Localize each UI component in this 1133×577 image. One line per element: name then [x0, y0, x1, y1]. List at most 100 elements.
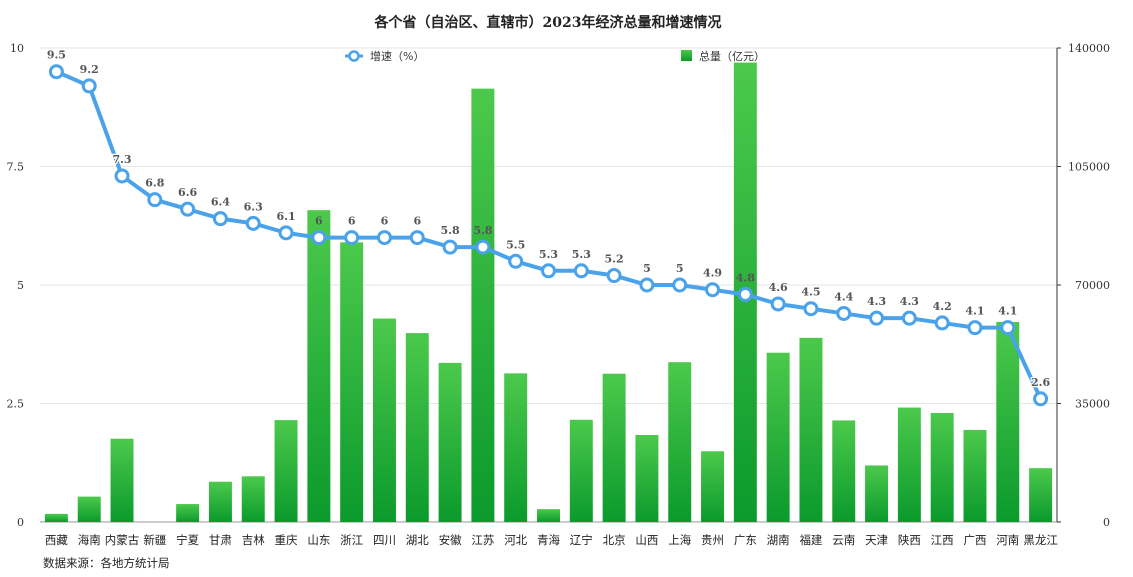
growth-data-label: 4.9	[703, 267, 722, 280]
growth-point-安徽	[442, 239, 458, 255]
bar-layer	[44, 62, 1053, 523]
bar-广西	[963, 429, 987, 522]
growth-point-河北	[508, 253, 524, 269]
bar-宁夏	[176, 504, 200, 522]
bar-贵州	[701, 451, 725, 522]
bar-青海	[537, 509, 560, 522]
growth-point-辽宁	[573, 263, 589, 279]
y-left-tick-label: 7.5	[7, 161, 25, 174]
x-tick-label: 新疆	[143, 533, 166, 547]
x-tick-label: 湖北	[406, 533, 429, 547]
growth-data-label: 6	[348, 215, 356, 228]
growth-point-黑龙江	[1033, 391, 1049, 407]
source-note: 数据来源：各地方统计局	[43, 556, 170, 570]
x-tick-label: 浙江	[340, 533, 363, 547]
legend-label-total: 总量（亿元）	[699, 49, 765, 63]
bar-西藏	[44, 513, 68, 522]
growth-data-label: 4.1	[998, 305, 1017, 318]
bar-吉林	[241, 476, 265, 522]
x-tick-label: 云南	[832, 533, 855, 547]
x-tick-label: 宁夏	[176, 533, 199, 547]
x-tick-label: 内蒙古	[105, 533, 140, 547]
bar-河北	[504, 373, 528, 522]
bar-湖北	[405, 333, 429, 522]
growth-point-青海	[541, 263, 556, 279]
axis-layer: 0 2.5 5 7.5 10 0 35000 70000 105000 140000 西藏 海南 内蒙古…	[7, 42, 1111, 547]
growth-point-内蒙古	[114, 168, 130, 184]
x-tick-label: 辽宁	[570, 533, 593, 547]
growth-point-天津	[869, 310, 885, 326]
growth-data-label: 5	[676, 262, 684, 275]
bar-云南	[832, 420, 856, 522]
growth-data-label: 6.3	[244, 200, 263, 213]
x-tick-label: 湖南	[767, 533, 790, 547]
x-tick-label: 河北	[504, 533, 527, 547]
x-tick-label: 广东	[734, 533, 757, 547]
bar-辽宁	[569, 419, 593, 522]
x-tick-label: 甘肃	[209, 533, 232, 547]
growth-data-label: 5.5	[506, 238, 525, 251]
growth-point-广西	[967, 320, 983, 336]
bar-江西	[930, 412, 954, 522]
growth-point-河南	[1000, 320, 1016, 336]
bar-内蒙古	[110, 438, 134, 522]
growth-data-label: 6	[315, 215, 323, 228]
legend-bar-swatch	[681, 50, 692, 61]
x-tick-label: 重庆	[275, 533, 298, 547]
growth-data-label: 5	[643, 262, 651, 275]
bar-海南	[77, 496, 101, 522]
growth-data-label: 4.8	[736, 271, 755, 284]
growth-data-label: 6.1	[276, 210, 295, 223]
x-tick-label: 江苏	[471, 533, 494, 547]
growth-data-label: 5.8	[441, 224, 460, 237]
x-tick-label: 陕西	[898, 533, 921, 547]
x-tick-label: 广西	[963, 533, 986, 547]
x-tick-label: 西藏	[45, 533, 68, 547]
growth-point-山西	[639, 277, 655, 293]
x-tick-label: 黑龙江	[1023, 533, 1058, 547]
x-tick-label: 四川	[373, 533, 396, 547]
growth-data-label: 4.4	[834, 290, 853, 303]
growth-data-label: 5.3	[572, 248, 591, 261]
growth-point-湖南	[770, 296, 786, 312]
line-layer: 9.5 9.2 7.3 6.8 6.6 6.4 6.3 6.1 6 6 6 6 5.8 5.8 5.5 5.3…	[46, 47, 1052, 407]
growth-point-海南	[81, 78, 97, 94]
y-left-tick-label: 5	[17, 279, 24, 292]
growth-point-北京	[606, 268, 622, 284]
x-tick-label: 北京	[603, 533, 626, 547]
growth-data-label: 6.8	[145, 177, 164, 190]
x-tick-label: 河南	[996, 533, 1019, 547]
growth-point-江西	[934, 315, 950, 331]
growth-point-吉林	[245, 215, 261, 231]
growth-point-广东	[737, 286, 753, 302]
legend-label-growth: 增速（%）	[370, 49, 424, 63]
legend: 增速（%） 总量（亿元）	[345, 49, 765, 63]
growth-point-江苏	[475, 239, 491, 255]
x-tick-label: 山东	[307, 533, 330, 547]
growth-data-label: 4.2	[933, 300, 952, 313]
growth-data-label: 6.6	[178, 186, 197, 199]
growth-data-label: 6	[381, 215, 389, 228]
bar-重庆	[274, 420, 298, 522]
growth-data-label: 6.4	[211, 196, 230, 209]
y-right-tick-label: 0	[1103, 516, 1110, 529]
growth-point-四川	[376, 230, 392, 246]
legend-line-dot	[348, 50, 360, 62]
bar-陕西	[897, 407, 921, 522]
growth-data-label: 5.8	[473, 224, 492, 237]
growth-point-宁夏	[180, 201, 196, 217]
growth-point-西藏	[48, 64, 64, 80]
y-right-tick-label: 105000	[1068, 161, 1110, 174]
y-right-tick-label: 35000	[1075, 398, 1110, 411]
bar-安徽	[438, 362, 462, 522]
bar-天津	[865, 465, 889, 522]
growth-point-云南	[836, 305, 852, 321]
growth-line	[55, 69, 1043, 400]
x-tick-label: 福建	[799, 533, 822, 547]
growth-point-甘肃	[212, 211, 228, 227]
growth-point-浙江	[344, 230, 360, 246]
x-tick-label: 贵州	[701, 533, 724, 547]
growth-data-label: 6	[413, 215, 421, 228]
chart-title: 各个省（自治区、直辖市）2023年经济总量和增速情况	[374, 14, 722, 31]
